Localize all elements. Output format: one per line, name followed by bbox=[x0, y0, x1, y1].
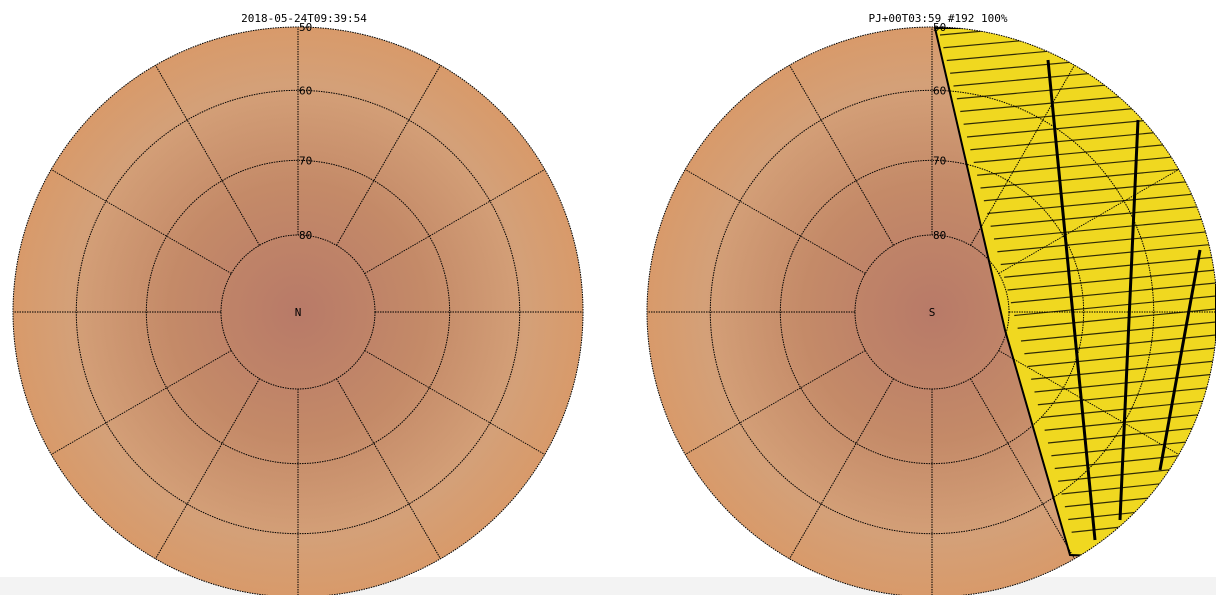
pole-label: S bbox=[929, 306, 936, 319]
panel-title: 2018-05-24T09:39:54 bbox=[241, 12, 367, 25]
latitude-label: 60 bbox=[933, 84, 946, 97]
latitude-label: 70 bbox=[933, 154, 946, 167]
latitude-label: 80 bbox=[299, 229, 312, 242]
latitude-label: 70 bbox=[299, 154, 312, 167]
latitude-label: 60 bbox=[299, 84, 312, 97]
latitude-label: 80 bbox=[933, 229, 946, 242]
pole-label: N bbox=[295, 306, 302, 319]
panel-title: PJ+00T03:59 #192 100% bbox=[868, 12, 1007, 25]
status-bar bbox=[0, 577, 1216, 595]
